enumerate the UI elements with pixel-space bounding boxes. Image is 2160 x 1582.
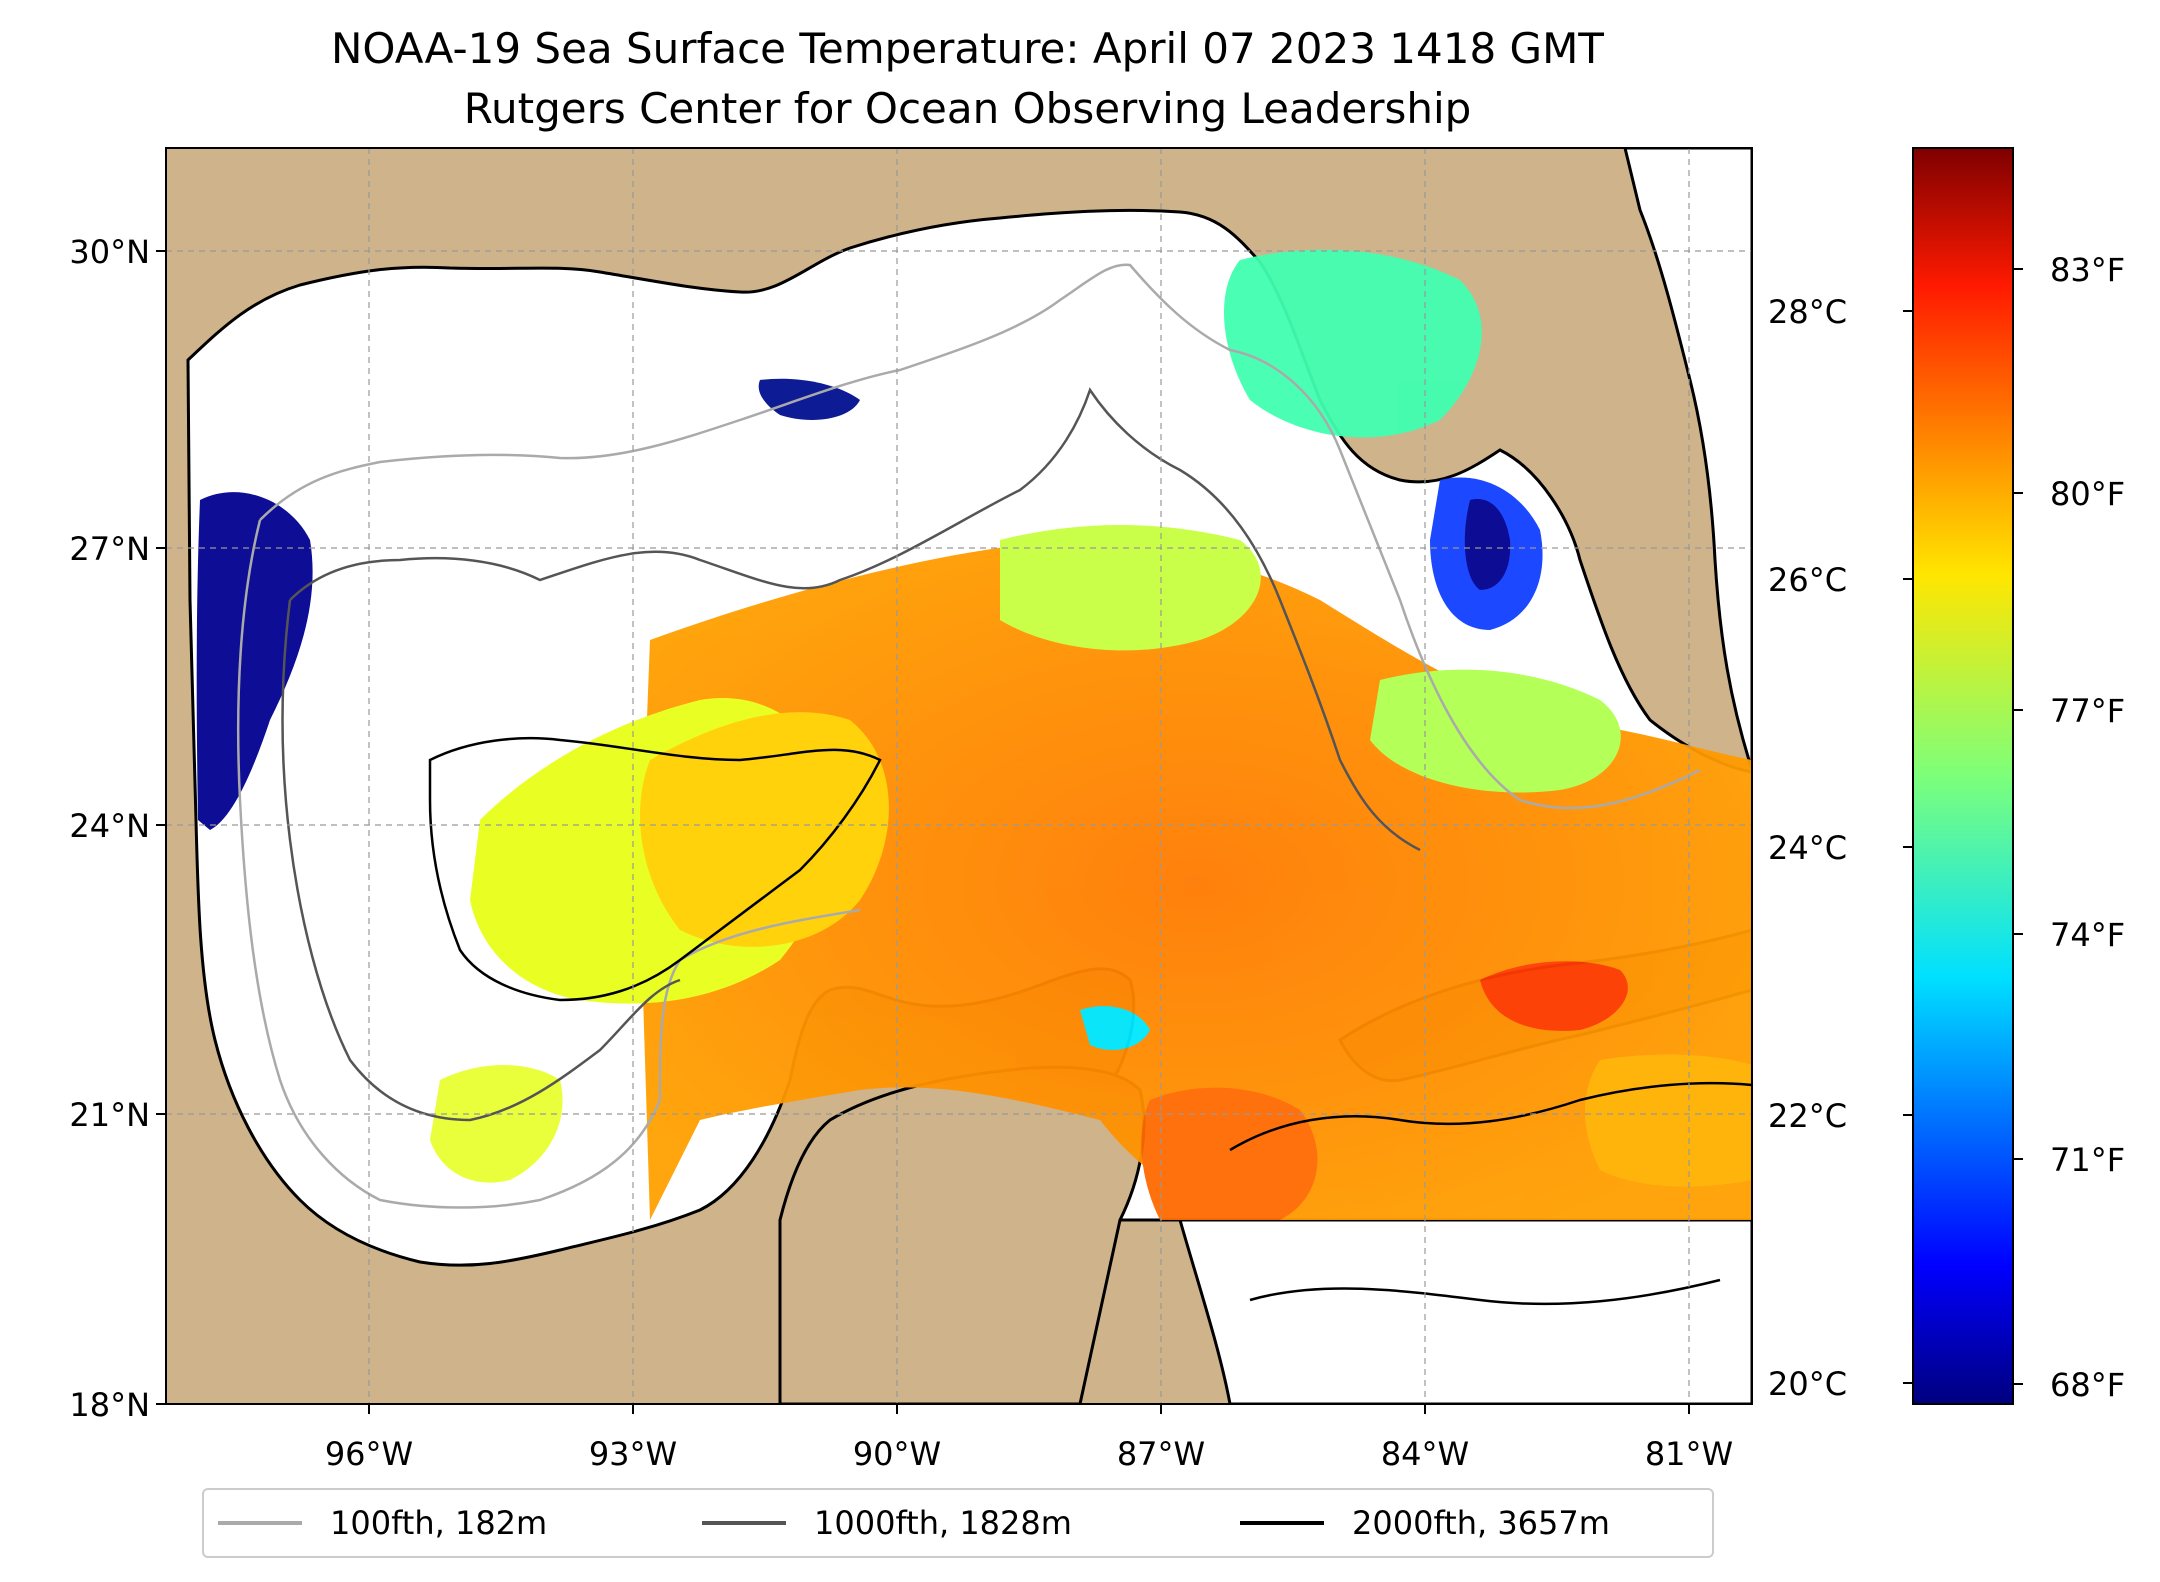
colorbar-c-label-20: 20°C: [1768, 1365, 1848, 1403]
legend-label-100fth: 100fth, 182m: [330, 1504, 548, 1542]
yucatan-peninsula: [778, 1065, 1146, 1404]
legend-swatch-1000fth: [702, 1521, 786, 1525]
colorbar-c-label-24: 24°C: [1768, 829, 1848, 867]
atlantic-water: [1623, 148, 1752, 771]
lon-label-81: 81°W: [1644, 1435, 1734, 1473]
contour-legend: 100fth, 182m 1000fth, 1828m 2000fth, 365…: [202, 1488, 1714, 1558]
map-subtitle: Rutgers Center for Ocean Observing Leade…: [463, 84, 1472, 133]
contour-100fth: [236, 263, 1701, 1209]
colorbar-ticks: [1903, 268, 2023, 1385]
lon-label-93: 93°W: [588, 1435, 678, 1473]
colorbar-f-label-68: 68°F: [2050, 1366, 2126, 1404]
legend-item-2000fth: 2000fth, 3657m: [1240, 1490, 1610, 1556]
contour-1000fth: [281, 387, 1421, 1122]
legend-label-2000fth: 2000fth, 3657m: [1352, 1504, 1610, 1542]
lat-label-27: 27°N: [69, 530, 150, 568]
colorbar-f-label-80: 80°F: [2050, 475, 2126, 513]
legend-item-100fth: 100fth, 182m: [218, 1490, 547, 1556]
lon-label-96: 96°W: [324, 1435, 414, 1473]
legend-label-1000fth: 1000fth, 1828m: [814, 1504, 1072, 1542]
lon-label-90: 90°W: [852, 1435, 942, 1473]
contour-2000fth: [428, 736, 882, 1002]
contour-2000fth-caribbean: [1229, 1081, 1752, 1306]
map-title: NOAA-19 Sea Surface Temperature: April 0…: [331, 24, 1604, 73]
colorbar-f-label-74: 74°F: [2050, 916, 2126, 954]
lon-label-87: 87°W: [1116, 1435, 1206, 1473]
colorbar-c-label-22: 22°C: [1768, 1097, 1848, 1135]
colorbar-c-label-28: 28°C: [1768, 293, 1848, 331]
colorbar-f-label-83: 83°F: [2050, 251, 2126, 289]
colorbar-f-label-77: 77°F: [2050, 692, 2126, 730]
lat-label-30: 30°N: [69, 233, 150, 271]
lat-label-18: 18°N: [69, 1386, 150, 1424]
caribbean-water: [1178, 1218, 1752, 1404]
legend-swatch-2000fth: [1240, 1521, 1324, 1525]
colorbar: [1912, 147, 2014, 1405]
tick-marks: [156, 250, 1690, 1414]
colorbar-c-label-26: 26°C: [1768, 561, 1848, 599]
grid-lines: [166, 148, 1752, 1404]
sst-data-layer: [196, 249, 1752, 1220]
colorbar-f-label-71: 71°F: [2050, 1141, 2126, 1179]
lon-label-84: 84°W: [1380, 1435, 1470, 1473]
legend-swatch-100fth: [218, 1521, 302, 1525]
map-frame: [165, 147, 1753, 1405]
lat-label-21: 21°N: [69, 1096, 150, 1134]
legend-item-1000fth: 1000fth, 1828m: [702, 1490, 1072, 1556]
lat-label-24: 24°N: [69, 807, 150, 845]
